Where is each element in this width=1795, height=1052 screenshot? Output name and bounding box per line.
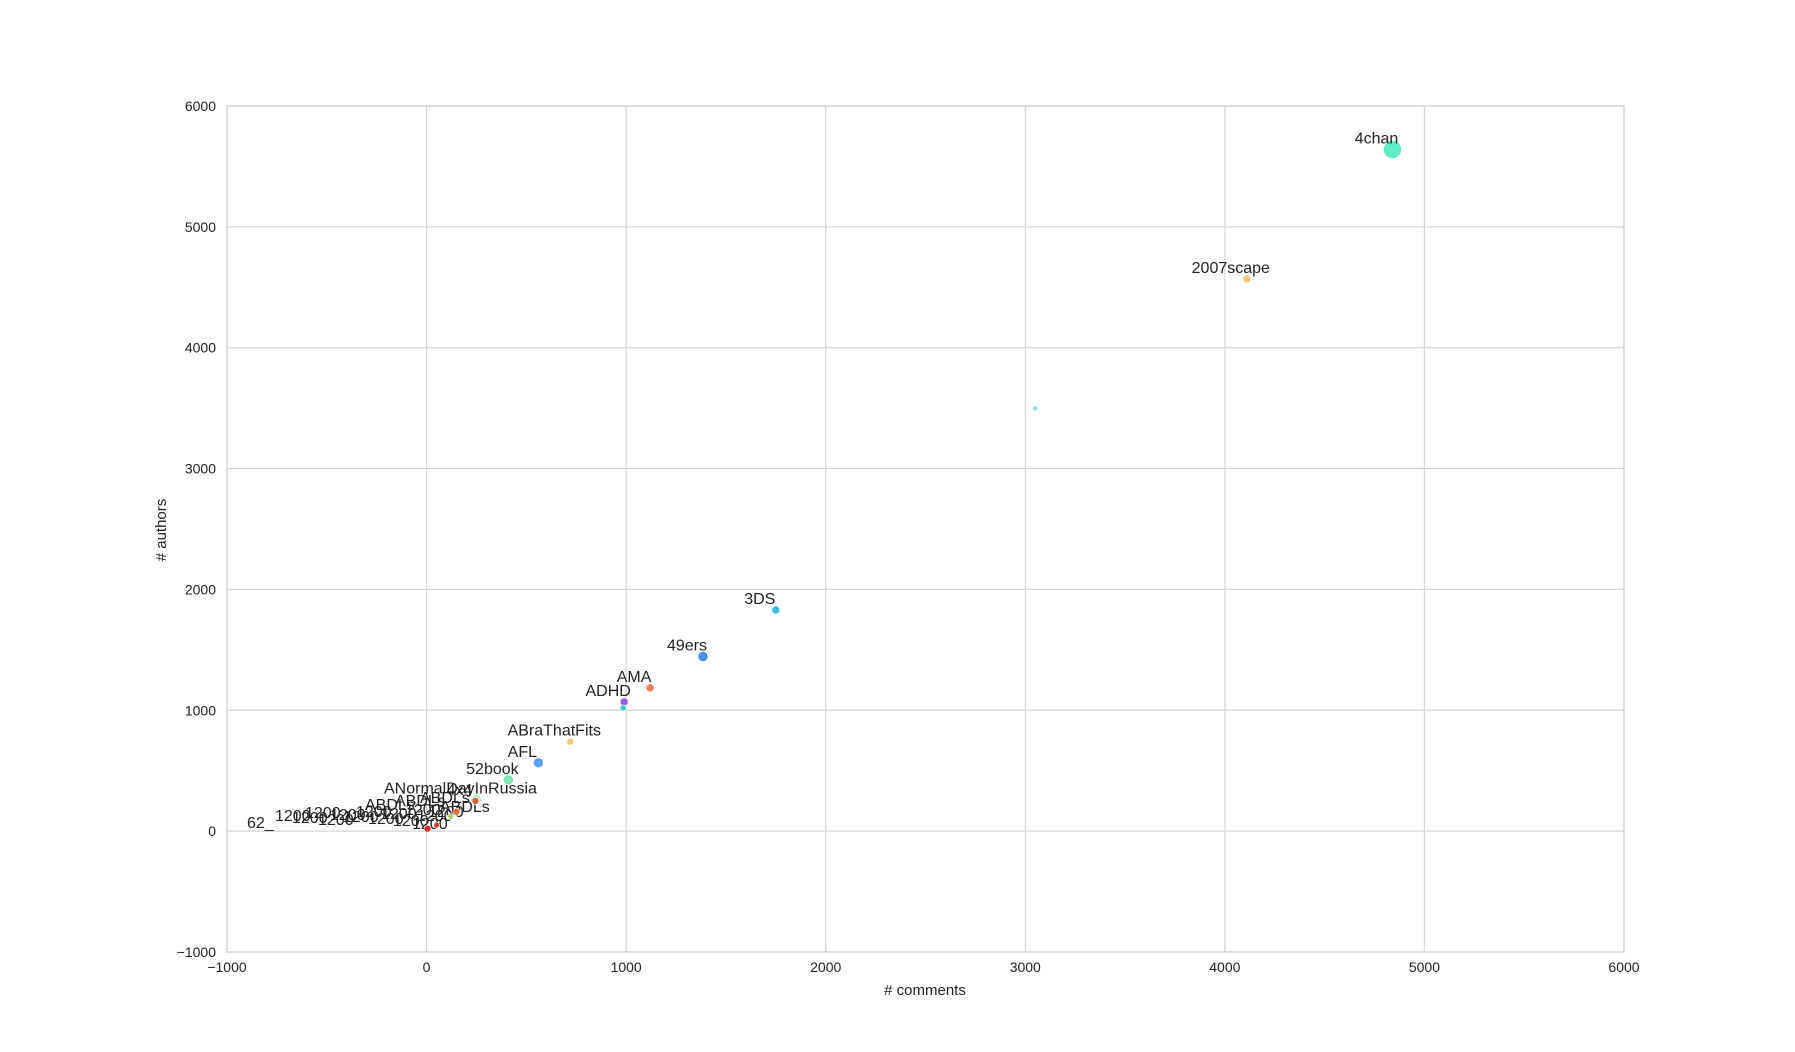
plot-frame	[226, 105, 1625, 953]
y-tick-label: −1000	[177, 944, 217, 960]
x-tick-label: 3000	[1010, 959, 1041, 975]
point-label: 3DS	[744, 591, 775, 608]
data-point	[452, 808, 461, 816]
point-label: 49ers	[667, 638, 707, 655]
data-point	[1383, 140, 1402, 159]
x-tick-label: 4000	[1209, 959, 1240, 975]
y-tick-labels: −1000 0 1000 2000 3000 4000 5000 6000	[177, 98, 217, 960]
cluster-point-label: 62_	[247, 815, 275, 832]
x-tick-label: 6000	[1608, 959, 1639, 975]
point-label: 52book	[466, 761, 519, 778]
cluster-point-label: 1200	[343, 809, 379, 826]
y-tick-label: 5000	[185, 219, 216, 235]
data-point	[619, 704, 627, 712]
cluster-point-label: ABDLs	[440, 799, 490, 816]
cluster-point-label: ABDLs	[365, 797, 415, 814]
label-cluster: 1200120012001200120012001200120012001200…	[247, 790, 490, 833]
x-tick-label: 5000	[1409, 959, 1440, 975]
x-tick-label: 2000	[810, 959, 841, 975]
cluster-point-label: 1200	[393, 813, 429, 830]
point-label: 4x4	[447, 782, 473, 799]
point-label: ABraThatFits	[508, 723, 601, 740]
x-axis-label: # comments	[884, 982, 966, 999]
cluster-point-label: 1200	[428, 804, 464, 821]
point-label: ANormalDayInRussia	[384, 781, 537, 798]
cluster-point-label: 1200	[412, 816, 448, 833]
y-tick-label: 6000	[185, 98, 216, 114]
data-point	[566, 737, 575, 746]
x-tick-label: −1000	[207, 959, 247, 975]
data-point	[697, 651, 709, 662]
point-label: ADHD	[585, 683, 630, 700]
data-point	[1242, 274, 1252, 284]
y-axis-label: # authors	[153, 499, 170, 562]
data-point	[423, 824, 432, 833]
y-tick-label: 4000	[185, 340, 216, 356]
y-tick-label: 0	[208, 823, 216, 839]
data-point	[447, 813, 454, 820]
data-point	[433, 821, 440, 829]
cluster-point-label: 1200	[356, 804, 392, 821]
cluster-point-label: 1200	[318, 812, 354, 829]
data-point	[503, 774, 514, 786]
point-label: AMA	[617, 669, 652, 686]
data-point	[533, 757, 544, 769]
cluster-point-label: 1200	[275, 808, 311, 825]
point-label: AFL	[508, 744, 537, 761]
y-tick-label: 3000	[185, 461, 216, 477]
data-point	[1032, 405, 1039, 411]
cluster-point-label: 1200	[417, 808, 453, 825]
cluster-point-label: 1200	[368, 811, 404, 828]
data-point	[645, 683, 655, 693]
data-point	[771, 605, 781, 615]
cluster-point-label: 1200	[292, 810, 328, 827]
y-tick-label: 1000	[185, 702, 216, 718]
cluster-point-label: 1200	[305, 805, 341, 822]
x-tick-labels: −1000 0 1000 2000 3000 4000 5000 6000	[207, 959, 1639, 975]
y-tick-label: 2000	[185, 581, 216, 597]
cluster-point-label: 1200	[405, 802, 441, 819]
data-point	[471, 797, 480, 805]
point-label: 2007scape	[1192, 260, 1270, 277]
cluster-point-label: 1200	[330, 807, 366, 824]
cluster-point-label: ABDLs	[420, 790, 470, 807]
cluster-point-label: ABDLs	[395, 793, 445, 810]
data-points	[423, 140, 1402, 833]
point-label: 4chan	[1355, 131, 1399, 148]
x-tick-label: 0	[423, 959, 431, 975]
cluster-point-label: 1200	[381, 806, 417, 823]
x-tick-label: 1000	[611, 959, 642, 975]
